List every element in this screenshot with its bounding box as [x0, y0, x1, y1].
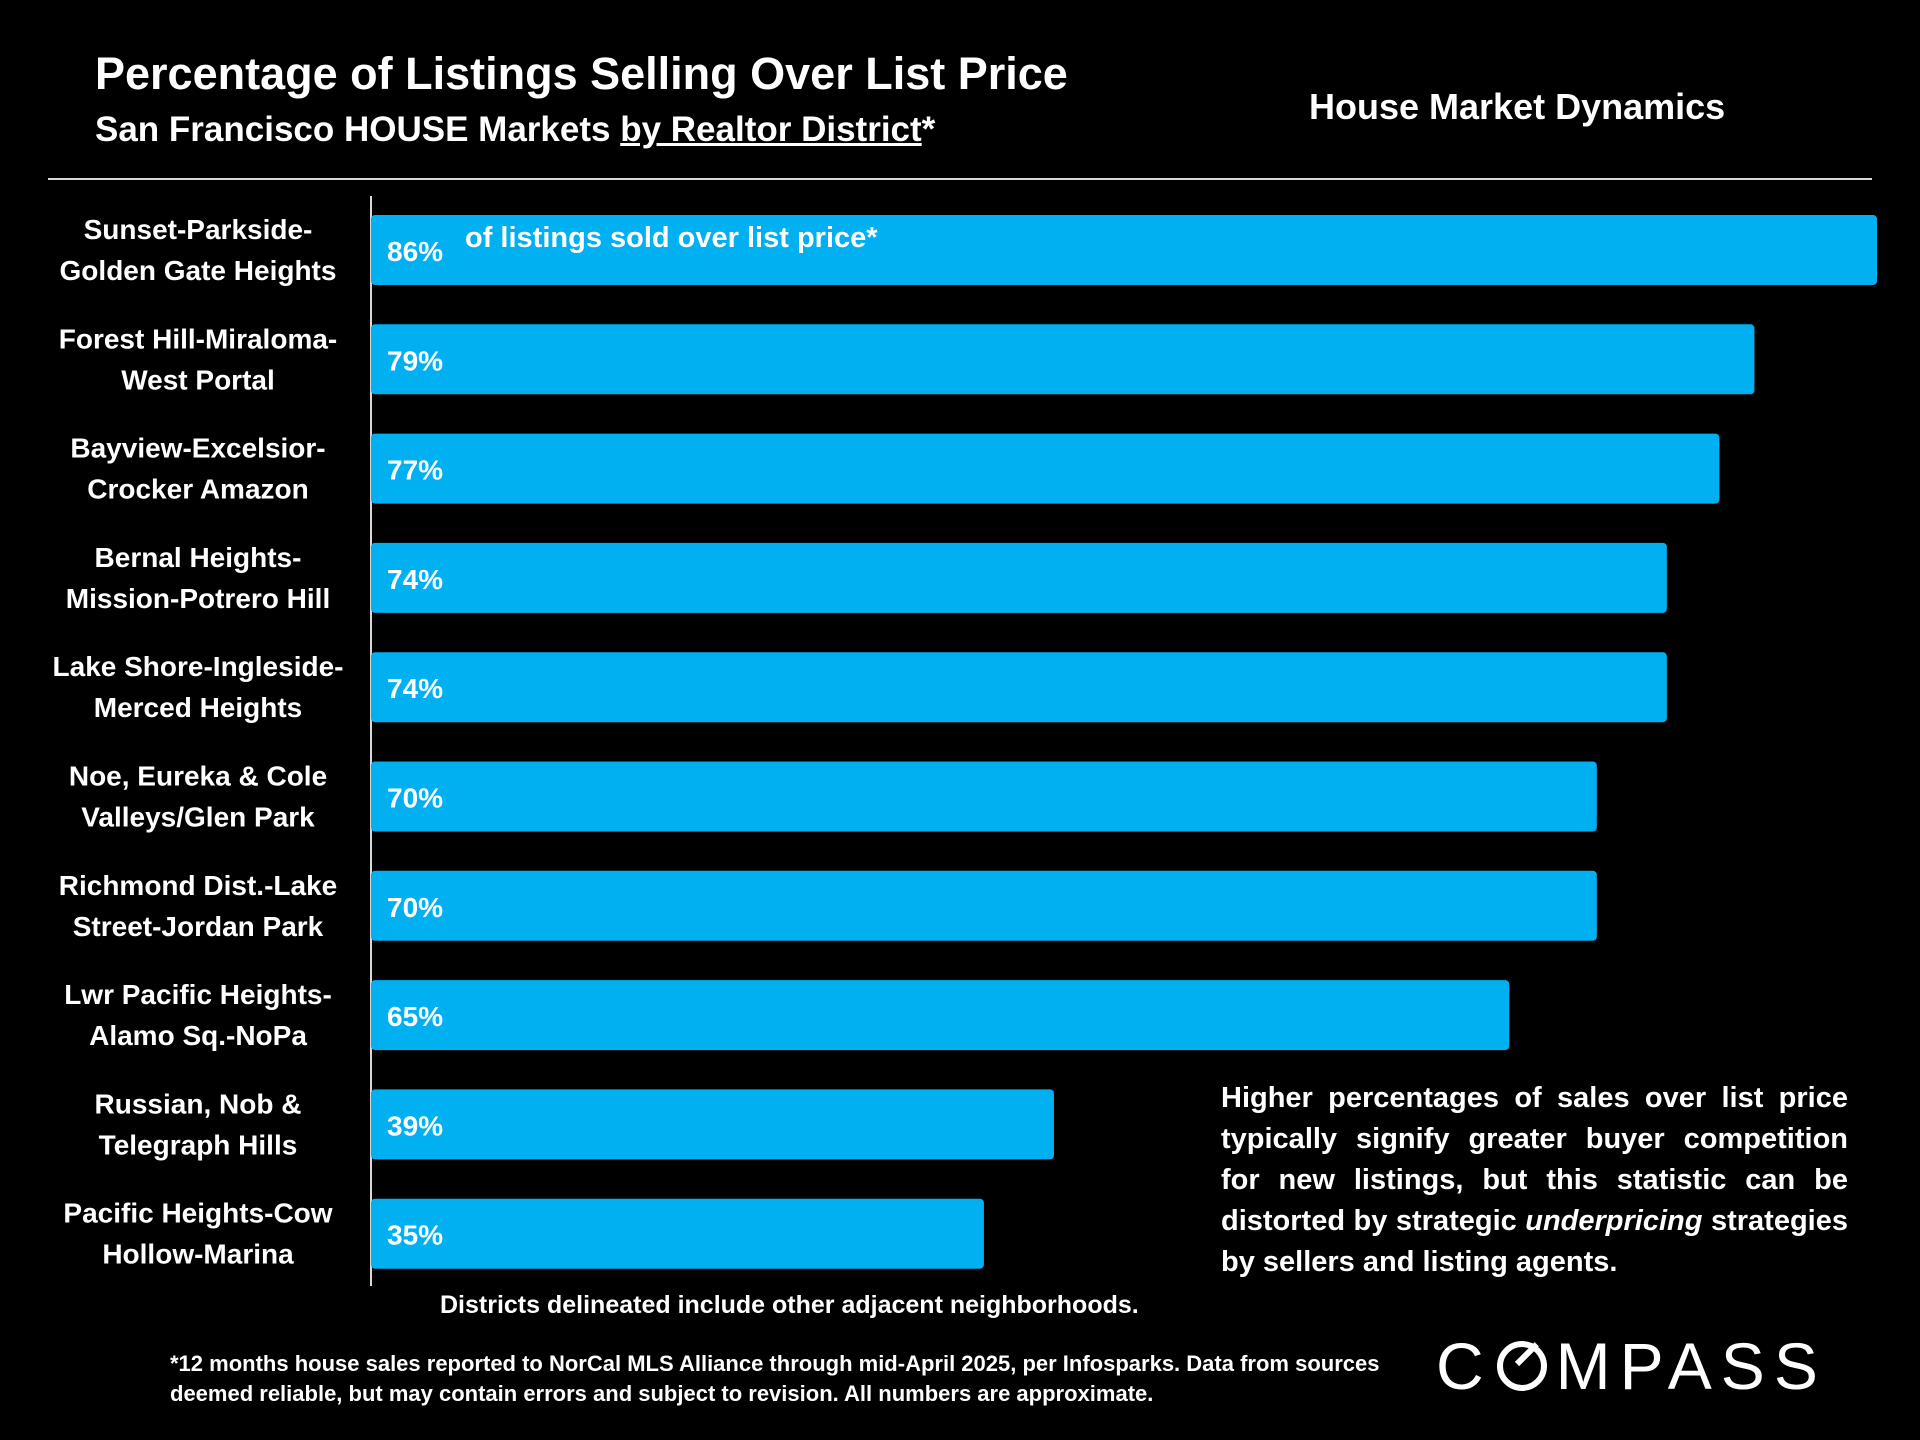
bar-value-label: 86% [387, 236, 443, 267]
bar-annotation: of listings sold over list price* [465, 222, 878, 254]
category-label: Pacific Heights-Cow [63, 1198, 332, 1229]
logo-text-c: C [1436, 1329, 1493, 1403]
bar [371, 433, 1720, 504]
category-label: Valleys/Glen Park [81, 802, 315, 833]
bar-value-label: 74% [387, 564, 443, 595]
category-label: Noe, Eureka & Cole [69, 761, 327, 792]
bar-value-label: 70% [387, 892, 443, 923]
bar [371, 1089, 1054, 1160]
bar-value-label: 77% [387, 455, 443, 486]
category-label: Lake Shore-Ingleside- [53, 651, 344, 682]
bar [371, 324, 1755, 395]
subtitle-underlined: by Realtor District [620, 110, 922, 149]
subtitle-prefix: San Francisco HOUSE Markets [95, 110, 621, 149]
category-label: Lwr Pacific Heights- [64, 979, 332, 1010]
commentary-note: Higher percentages of sales over list pr… [1221, 1078, 1848, 1283]
bar [371, 542, 1667, 613]
category-label: Alamo Sq.-NoPa [89, 1020, 307, 1051]
commentary-emphasis: underpricing [1525, 1205, 1703, 1237]
category-label: West Portal [121, 364, 275, 395]
commentary-text-1: Higher percentages of sales over list pr… [1221, 1082, 1848, 1237]
chart-title: Percentage of Listings Selling Over List… [95, 48, 1068, 99]
category-label: Bernal Heights- [95, 542, 302, 573]
category-label: Golden Gate Heights [60, 255, 337, 286]
districts-note: Districts delineated include other adjac… [440, 1291, 1139, 1319]
bar-value-label: 65% [387, 1001, 443, 1032]
bar-value-label: 39% [387, 1110, 443, 1141]
category-label: Merced Heights [94, 692, 303, 723]
category-label: Bayview-Excelsior- [70, 433, 325, 464]
category-label: Richmond Dist.-Lake [59, 870, 337, 901]
category-label: Sunset-Parkside- [84, 214, 313, 245]
topic-heading: House Market Dynamics [1309, 86, 1726, 127]
category-label: Forest Hill-Miraloma- [59, 323, 337, 354]
compass-logo: C MPASS [1436, 1328, 1827, 1404]
bar [371, 215, 1877, 285]
chart-subtitle: San Francisco HOUSE Markets by Realtor D… [95, 110, 935, 150]
header-divider [48, 178, 1872, 180]
bar [371, 870, 1597, 941]
bar-value-label: 74% [387, 673, 443, 704]
bar [371, 1198, 984, 1269]
bar [371, 761, 1597, 832]
bar-value-label: 70% [387, 783, 443, 814]
logo-text-rest: MPASS [1555, 1329, 1827, 1403]
category-label: Mission-Potrero Hill [66, 583, 330, 614]
logo-o-icon [1496, 1341, 1547, 1391]
category-label: Telegraph Hills [99, 1129, 298, 1160]
category-label: Crocker Amazon [87, 474, 308, 505]
bar [371, 980, 1510, 1051]
subtitle-suffix: * [921, 110, 936, 149]
category-label: Hollow-Marina [102, 1239, 294, 1270]
bar [371, 652, 1667, 723]
source-footnote: *12 months house sales reported to NorCa… [170, 1351, 1380, 1406]
commentary-text-2: strategies by sellers and listing agents… [1221, 1205, 1848, 1278]
bar-value-label: 35% [387, 1220, 443, 1251]
category-label: Russian, Nob & [95, 1088, 302, 1119]
category-label: Street-Jordan Park [73, 911, 324, 942]
bar-value-label: 79% [387, 345, 443, 376]
